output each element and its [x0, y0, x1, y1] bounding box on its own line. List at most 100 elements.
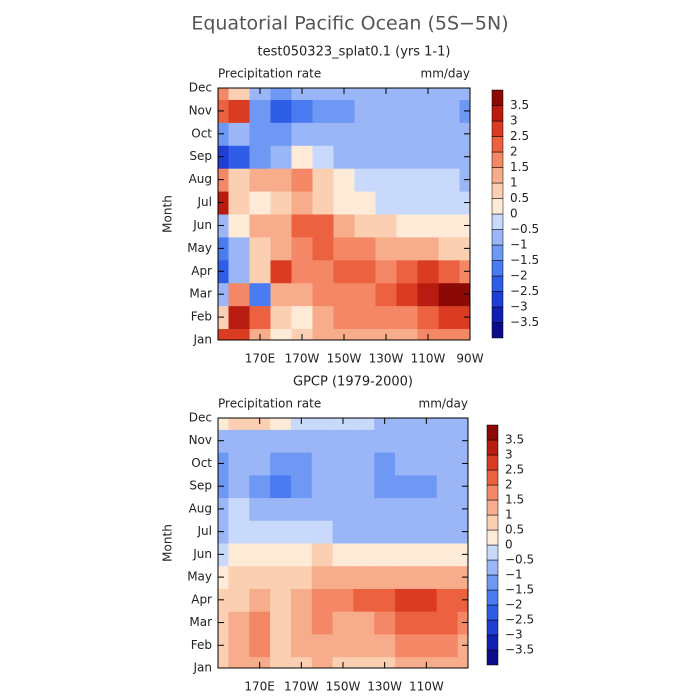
colorbar-box: [491, 244, 504, 261]
heat-cell: [270, 452, 292, 476]
heat-cell: [249, 168, 271, 192]
heat-cell: [375, 99, 397, 123]
heat-cell: [228, 452, 250, 476]
y-tick-label: Aug: [189, 172, 212, 186]
heat-cell: [415, 611, 438, 635]
heat-cell: [228, 122, 250, 146]
heat-cell: [228, 168, 250, 192]
heat-cell: [353, 520, 375, 544]
heat-cell: [311, 633, 334, 658]
heat-cell: [311, 474, 334, 499]
colorbar-label: 0.5: [510, 191, 529, 205]
heat-cell: [270, 429, 292, 453]
heat-cell: [375, 145, 397, 169]
colorbar-label: −2: [505, 598, 523, 612]
colorbar-box: [491, 105, 504, 122]
x-tick-label: 150W: [327, 352, 362, 366]
heat-cell: [375, 259, 397, 284]
heat-cell: [395, 611, 417, 635]
y-tick-label: Apr: [191, 264, 212, 278]
heat-cell: [333, 282, 355, 307]
heat-cell: [354, 236, 376, 261]
colorbar-box: [491, 198, 504, 215]
y-tick-label: Jul: [197, 195, 212, 209]
heat-cell: [228, 611, 250, 635]
heat-cell: [290, 588, 313, 612]
colorbar-label: 2.5: [510, 129, 529, 143]
heat-cell: [374, 520, 396, 544]
x-tick-label: 170W: [284, 680, 319, 694]
heat-cell: [396, 236, 418, 261]
heat-cell: [332, 474, 354, 499]
colorbar-box: [491, 322, 504, 339]
heat-cell: [375, 168, 397, 192]
heat-cell: [438, 145, 460, 169]
heat-cell: [228, 259, 250, 284]
colorbar-box: [491, 213, 504, 230]
heat-cell: [395, 520, 417, 544]
colorbar-box: [491, 291, 504, 308]
heat-cell: [312, 259, 334, 284]
colorbar-box: [491, 89, 504, 106]
y-tick-label: Jul: [197, 524, 212, 538]
heat-cell: [457, 418, 469, 430]
heat-cell: [290, 429, 313, 453]
heat-cell: [395, 565, 417, 589]
heat-cell: [290, 497, 313, 521]
heat-cell: [228, 191, 250, 215]
heat-cell: [353, 418, 375, 430]
heat-cell: [332, 611, 354, 635]
heat-cell: [312, 168, 334, 192]
heat-cell: [291, 99, 313, 123]
heat-cell: [374, 633, 396, 658]
x-tick-label: 130W: [369, 352, 404, 366]
heat-cell: [395, 588, 417, 612]
colorbar-box: [486, 484, 499, 501]
x-tick-label: 170E: [244, 680, 275, 694]
heat-cell: [270, 305, 292, 330]
y-tick-label: Nov: [189, 433, 212, 447]
x-tick-label: 170W: [285, 352, 320, 366]
units-label: mm/day: [421, 67, 471, 81]
heat-cell: [270, 168, 292, 192]
heat-cell: [311, 520, 334, 544]
heat-cell: [374, 452, 396, 476]
y-tick-label: Aug: [189, 501, 212, 515]
heat-cell: [291, 168, 313, 192]
heat-cell: [249, 588, 271, 612]
heat-cell: [438, 236, 460, 261]
colorbar-label: −1.5: [505, 583, 534, 597]
y-tick-label: Oct: [191, 126, 212, 140]
colorbar-box: [491, 260, 504, 277]
heat-cell: [228, 543, 250, 567]
colorbar-label: −2: [510, 269, 528, 283]
heat-cell: [354, 282, 376, 307]
colorbar-box: [486, 544, 499, 561]
heat-cell: [396, 214, 418, 238]
heat-cell: [311, 452, 334, 476]
heat-cell: [417, 191, 439, 215]
heat-cell: [417, 305, 439, 330]
heat-cell: [332, 565, 354, 589]
heat-cell: [291, 259, 313, 284]
colorbar-box: [486, 514, 499, 531]
colorbar-label: −1: [505, 568, 523, 582]
heat-cell: [333, 122, 355, 146]
heat-cell: [436, 543, 459, 567]
heat-cell: [249, 236, 271, 261]
heat-cell: [436, 474, 459, 499]
heat-cell: [270, 259, 292, 284]
heat-cell: [332, 520, 354, 544]
heat-cell: [312, 328, 334, 341]
heat-cell: [228, 282, 250, 307]
heat-cell: [396, 145, 418, 169]
heat-cell: [228, 99, 250, 123]
heat-cell: [459, 88, 471, 100]
heat-cell: [396, 259, 418, 284]
colorbar-box: [486, 454, 499, 471]
colorbar-box: [491, 151, 504, 168]
heat-cell: [396, 99, 418, 123]
heat-cell: [395, 633, 417, 658]
heat-cell: [457, 656, 469, 669]
y-tick-label: Nov: [189, 103, 212, 117]
